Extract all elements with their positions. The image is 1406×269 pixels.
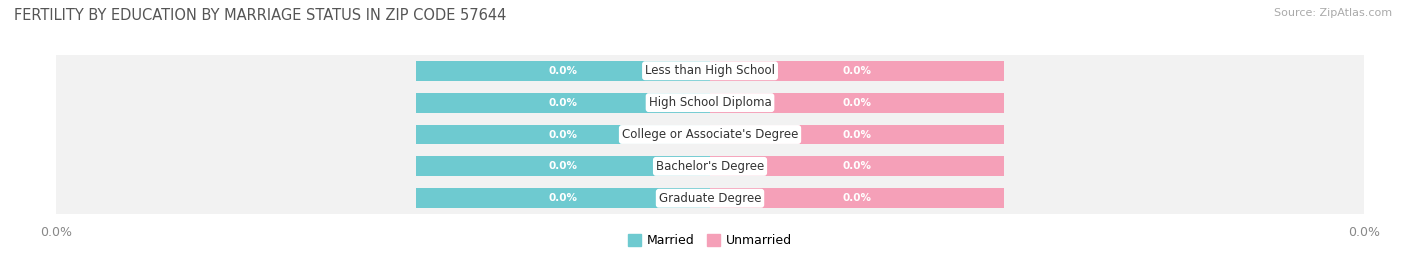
Legend: Married, Unmarried: Married, Unmarried (623, 229, 797, 252)
Text: FERTILITY BY EDUCATION BY MARRIAGE STATUS IN ZIP CODE 57644: FERTILITY BY EDUCATION BY MARRIAGE STATU… (14, 8, 506, 23)
Bar (710, 93, 1004, 112)
Text: 0.0%: 0.0% (548, 98, 578, 108)
Bar (56, 182, 1364, 214)
Bar (416, 125, 710, 144)
Bar (56, 87, 1364, 119)
Text: Source: ZipAtlas.com: Source: ZipAtlas.com (1274, 8, 1392, 18)
Text: 0.0%: 0.0% (548, 129, 578, 140)
Text: 0.0%: 0.0% (842, 129, 872, 140)
Text: Bachelor's Degree: Bachelor's Degree (657, 160, 763, 173)
Text: 0.0%: 0.0% (548, 161, 578, 171)
Bar (416, 157, 710, 176)
Text: 0.0%: 0.0% (842, 193, 872, 203)
Bar (56, 55, 1364, 87)
Text: College or Associate's Degree: College or Associate's Degree (621, 128, 799, 141)
Bar (56, 119, 1364, 150)
Bar (710, 61, 1004, 81)
Text: 0.0%: 0.0% (842, 98, 872, 108)
Text: 0.0%: 0.0% (548, 193, 578, 203)
Text: 0.0%: 0.0% (842, 66, 872, 76)
Bar (416, 93, 710, 112)
Bar (416, 61, 710, 81)
Text: 0.0%: 0.0% (548, 66, 578, 76)
Bar (710, 125, 1004, 144)
Bar (416, 188, 710, 208)
Bar (710, 188, 1004, 208)
Bar (56, 150, 1364, 182)
Text: Graduate Degree: Graduate Degree (659, 192, 761, 205)
Text: 0.0%: 0.0% (842, 161, 872, 171)
Text: Less than High School: Less than High School (645, 64, 775, 77)
Bar (710, 157, 1004, 176)
Text: High School Diploma: High School Diploma (648, 96, 772, 109)
